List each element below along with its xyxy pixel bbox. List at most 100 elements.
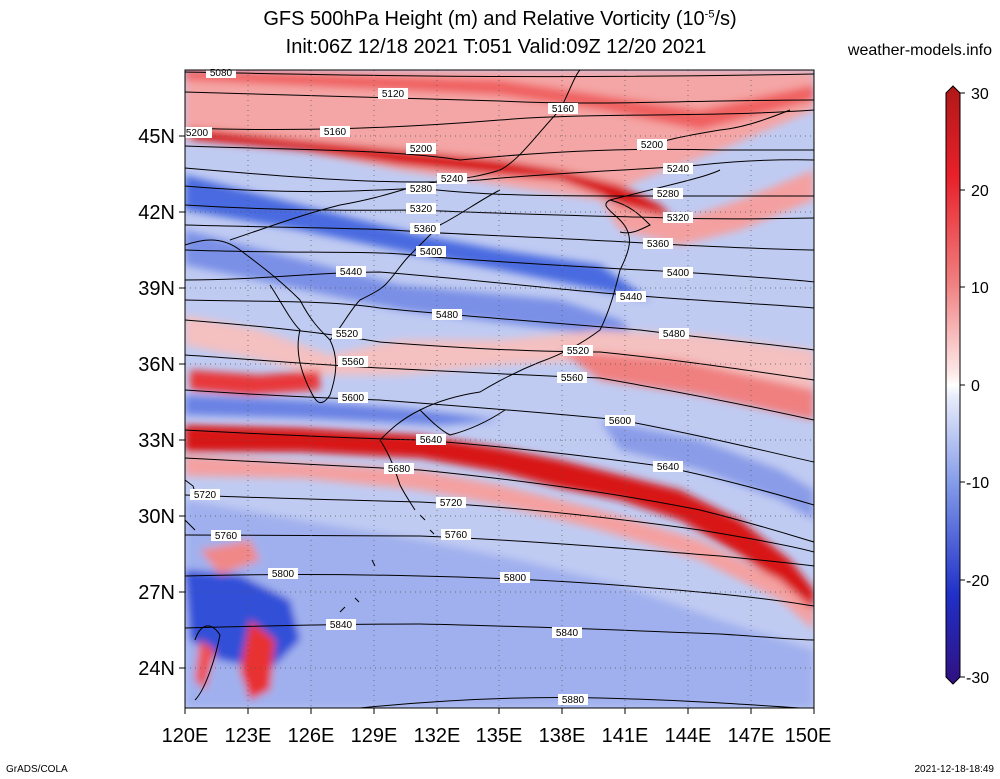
contour-label-5840b: 5840	[552, 627, 582, 639]
colorbar-label: 10	[971, 280, 989, 297]
contour-label-5720b: 5720	[436, 497, 466, 509]
lat-label: 27N	[138, 582, 175, 604]
lat-label: 30N	[138, 506, 175, 528]
contour-label-text: 5600	[342, 393, 365, 404]
lat-label: 45N	[138, 126, 175, 148]
contour-label-text: 5520	[336, 329, 359, 340]
contour-label-5520: 5520	[332, 328, 362, 340]
contour-label-5400b: 5400	[663, 267, 693, 279]
vorticity-field	[185, 70, 814, 708]
contour-label-text: 5240	[667, 164, 690, 175]
contour-label-5240b: 5240	[663, 163, 693, 175]
contour-label-text: 5680	[388, 464, 411, 475]
contour-label-text: 5280	[410, 184, 433, 195]
contour-label-5480: 5480	[432, 309, 462, 321]
latitude-labels: 45N 42N 39N 36N 33N 30N 27N 24N	[138, 126, 175, 680]
contour-label-text: 5480	[663, 329, 686, 340]
contour-label-text: 5360	[647, 239, 670, 250]
contour-label-5560: 5560	[338, 356, 368, 368]
lon-label: 123E	[225, 725, 272, 747]
contour-label-5520b: 5520	[563, 345, 593, 357]
contour-label-5240: 5240	[437, 173, 467, 185]
lon-label: 135E	[476, 725, 523, 747]
contour-label-5320: 5320	[406, 203, 436, 215]
lat-label: 39N	[138, 278, 175, 300]
site-credit: weather-models.info	[847, 42, 992, 59]
contour-label-text: 5400	[667, 268, 690, 279]
contour-label-5280: 5280	[406, 183, 436, 195]
contour-label-5560b: 5560	[557, 372, 587, 384]
contour-label-text: 5600	[609, 416, 632, 427]
axis-ticks	[179, 135, 815, 714]
lat-label: 33N	[138, 430, 175, 452]
contour-label-text: 5320	[667, 213, 690, 224]
contour-label-5600b: 5600	[605, 415, 635, 427]
lon-label: 126E	[288, 725, 335, 747]
contour-label-5680: 5680	[384, 463, 414, 475]
contour-label-text: 5880	[562, 695, 585, 706]
contour-label-5640b: 5640	[653, 461, 683, 473]
contour-label-text: 5640	[657, 462, 680, 473]
contour-label-text: 5400	[420, 247, 443, 258]
colorbar-label: -20	[966, 573, 989, 590]
contour-label-text: 5200	[410, 144, 433, 155]
contour-label-text: 5120	[382, 89, 405, 100]
contour-label-5400: 5400	[416, 246, 446, 258]
lon-label: 150E	[785, 725, 832, 747]
contour-label-text: 5640	[420, 435, 443, 446]
contour-label-5200c: 5200	[637, 139, 667, 151]
map-title-line2: Init:06Z 12/18 2021 T:051 Valid:09Z 12/2…	[285, 36, 707, 58]
contour-label-text: 5320	[410, 204, 433, 215]
lat-label: 36N	[138, 354, 175, 376]
contour-label-5120: 5120	[378, 88, 408, 100]
lat-label: 42N	[138, 202, 175, 224]
contour-label-5360: 5360	[410, 223, 440, 235]
contour-labels: 5080 5120 5160 5160 5200 5200 5200 5240 …	[182, 67, 693, 706]
contour-label-5880: 5880	[558, 694, 588, 706]
contour-label-text: 5080	[210, 68, 233, 79]
lon-label: 141E	[602, 725, 649, 747]
contour-label-text: 5760	[215, 531, 238, 542]
contour-label-text: 5800	[504, 573, 527, 584]
contour-label-text: 5720	[440, 498, 463, 509]
contour-label-text: 5480	[436, 310, 459, 321]
contour-label-5200: 5200	[182, 127, 212, 139]
contour-label-5480b: 5480	[659, 328, 689, 340]
colorbar-label: 0	[971, 378, 980, 395]
lon-label: 132E	[414, 725, 461, 747]
lon-label: 129E	[351, 725, 398, 747]
contour-label-5640: 5640	[416, 434, 446, 446]
contour-label-5720: 5720	[190, 489, 220, 501]
contour-label-5160: 5160	[320, 126, 350, 138]
contour-label-text: 5760	[445, 530, 468, 541]
lon-label: 144E	[665, 725, 712, 747]
contour-label-text: 5840	[556, 628, 579, 639]
contour-label-text: 5440	[340, 267, 363, 278]
contour-label-text: 5440	[620, 292, 643, 303]
contour-label-text: 5160	[324, 127, 347, 138]
map-title-line1: GFS 500hPa Height (m) and Relative Vorti…	[263, 8, 737, 30]
colorbar-label: 30	[971, 86, 989, 103]
contour-label-5280b: 5280	[653, 188, 683, 200]
contour-label-5080: 5080	[206, 67, 236, 79]
contour-label-5440b: 5440	[616, 291, 646, 303]
contour-label-text: 5360	[414, 224, 437, 235]
contour-label-5160b: 5160	[548, 103, 578, 115]
contour-label-text: 5520	[567, 346, 590, 357]
contour-label-5320b: 5320	[663, 212, 693, 224]
contour-label-5360b: 5360	[643, 238, 673, 250]
contour-label-text: 5800	[272, 569, 295, 580]
footer-software: GrADS/COLA	[6, 764, 68, 775]
colorbar: 30 20 10 0 -10 -20 -30	[945, 85, 989, 687]
lon-label: 120E	[162, 725, 209, 747]
contour-label-5200b: 5200	[406, 143, 436, 155]
contour-label-text: 5160	[552, 104, 575, 115]
contour-label-text: 5240	[441, 174, 464, 185]
contour-label-5800: 5800	[268, 568, 298, 580]
contour-label-5840: 5840	[326, 619, 356, 631]
contour-label-text: 5200	[641, 140, 664, 151]
contour-label-text: 5560	[342, 357, 365, 368]
longitude-labels: 120E 123E 126E 129E 132E 135E 138E 141E …	[162, 725, 832, 747]
contour-label-text: 5200	[186, 128, 209, 139]
